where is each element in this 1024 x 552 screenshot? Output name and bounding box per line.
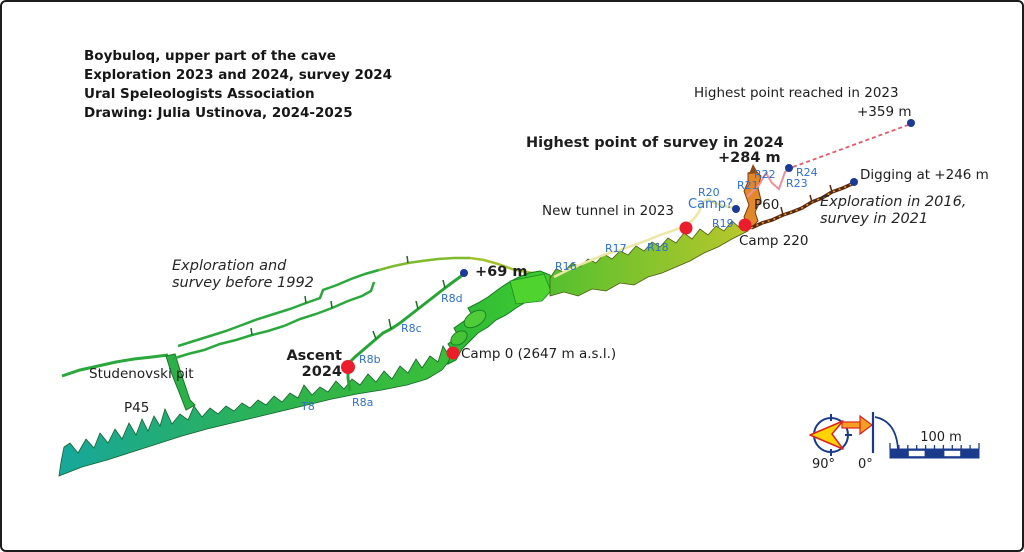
station-r24: R24 — [796, 166, 818, 179]
p60-pitch — [743, 170, 762, 230]
point-digging — [850, 178, 858, 186]
label-highest-2024-value: +284 m — [718, 150, 781, 166]
station-r8b: R8b — [359, 353, 381, 366]
label-highest-2024: Highest point of survey in 2024 — [526, 135, 784, 151]
chamber-loop-2 — [450, 330, 468, 346]
label-exploration-1992-line1: Exploration and — [172, 258, 287, 274]
label-exploration-2016-line2: survey in 2021 — [820, 211, 929, 228]
label-exploration-1992: Exploration and survey before 1992 — [172, 258, 314, 292]
station-r21: R21 — [737, 179, 759, 192]
label-new-tunnel: New tunnel in 2023 — [542, 203, 675, 219]
station-r23: R23 — [786, 177, 808, 190]
point-plus69 — [460, 269, 468, 277]
title-line-1: Boybuloq, upper part of the cave — [84, 48, 336, 64]
scale-bar — [889, 443, 980, 459]
label-exploration-2016-line1: Exploration in 2016, — [820, 194, 967, 210]
point-camp-unknown — [732, 205, 740, 213]
p60-pitch-top — [749, 164, 758, 174]
passage-2016-ticks — [780, 184, 833, 216]
point-camp0 — [446, 346, 460, 360]
station-t8: T8 — [301, 400, 315, 413]
point-new-tunnel — [679, 221, 693, 235]
point-plus284 — [785, 164, 793, 172]
label-camp-220: Camp 220 — [739, 233, 809, 249]
label-highest-2023: Highest point reached in 2023 — [694, 85, 899, 101]
studenovski-pit-shaft — [165, 353, 196, 411]
new-tunnel-passage — [553, 197, 735, 279]
label-projection-90: 90° — [812, 457, 836, 472]
big-chamber — [509, 273, 552, 305]
label-p45: P45 — [124, 400, 150, 416]
point-plus359 — [907, 119, 915, 127]
station-r8c: R8c — [401, 322, 422, 335]
station-r16: R16 — [555, 260, 577, 273]
dashed-line-2023 — [792, 124, 909, 168]
label-p60: P60 — [754, 197, 780, 213]
middle-olive-passage — [549, 220, 749, 297]
compass-rose-icon — [809, 414, 852, 456]
label-scale: 100 m — [920, 430, 962, 445]
label-camp-unknown: Camp? — [688, 197, 733, 212]
projection-arrow-icon — [841, 412, 899, 453]
label-plus69: +69 m — [475, 264, 528, 280]
title-line-3: Ural Speleologists Association — [84, 86, 315, 102]
station-r19: R19 — [712, 217, 734, 230]
old-passage-strand-3 — [177, 268, 380, 348]
title-line-2: Exploration 2023 and 2024, survey 2024 — [84, 67, 393, 83]
station-r18: R18 — [647, 241, 669, 254]
passage-2016-texture — [750, 182, 855, 229]
label-exploration-2016: Exploration in 2016, survey in 2021 — [820, 194, 966, 228]
chamber-loop-1 — [463, 309, 487, 329]
station-r20: R20 — [698, 186, 720, 199]
station-r8a: R8a — [352, 396, 374, 409]
main-lower-passage — [58, 345, 455, 477]
old-passage-strand-3c — [469, 256, 541, 276]
old-passage-strand-2 — [171, 281, 376, 361]
station-r17: R17 — [605, 242, 627, 255]
label-ascent-2024: Ascent 2024 — [262, 348, 342, 380]
old-passage-ticks — [250, 255, 409, 336]
label-ascent-line1: Ascent — [286, 348, 342, 364]
point-ascent-2024 — [341, 360, 355, 374]
old-passage-strand-3b — [378, 256, 470, 272]
label-ascent-line2: 2024 — [301, 364, 342, 380]
survey-2024-passage — [746, 167, 792, 198]
old-passage-strand-1 — [61, 353, 169, 378]
r8-branch-passage — [346, 271, 466, 366]
station-r22: R22 — [754, 168, 776, 181]
title-line-4: Drawing: Julia Ustinova, 2024-2025 — [84, 105, 353, 121]
label-digging: Digging at +246 m — [860, 167, 989, 183]
label-studenovski-pit: Studenovski pit — [89, 366, 194, 382]
r8-branch-ticks — [372, 279, 446, 340]
point-camp220 — [738, 218, 752, 232]
station-r8d: R8d — [441, 292, 463, 305]
label-exploration-1992-line2: survey before 1992 — [172, 275, 314, 292]
label-projection-0: 0° — [858, 457, 873, 472]
label-highest-2023-value: +359 m — [857, 104, 912, 120]
label-camp0: Camp 0 (2647 m a.s.l.) — [461, 346, 617, 362]
title-block: Boybuloq, upper part of the cave Explora… — [84, 47, 392, 123]
